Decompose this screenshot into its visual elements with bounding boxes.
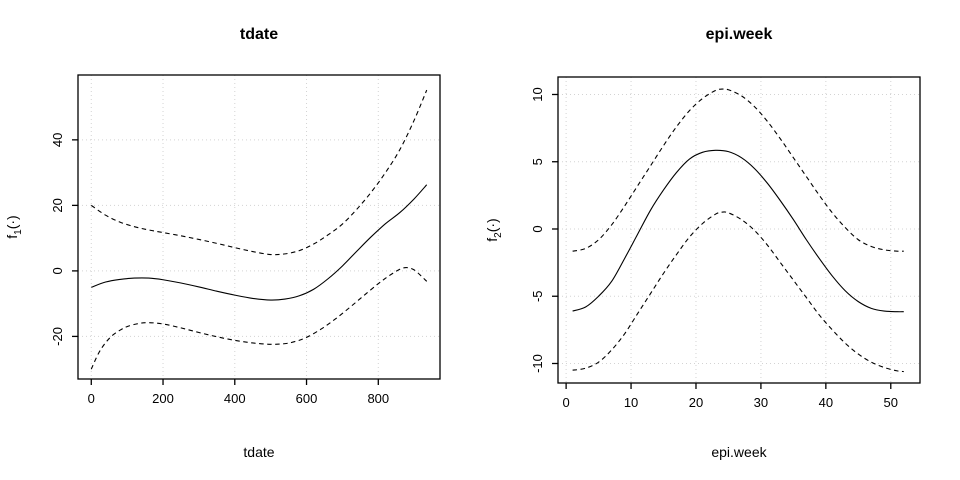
y-tick-label: -5 [530, 290, 545, 302]
left-plot-ylabel: f1(·) [4, 215, 24, 238]
y-tick-label: -10 [530, 354, 545, 373]
plot-box [77, 74, 441, 380]
x-tick-label: 20 [689, 395, 703, 410]
left-plot-canvas: 0 200 400 600 800 -20 0 20 40 [50, 74, 441, 406]
left-plot-xlabel: tdate [243, 444, 275, 460]
right-plot-xlabel: epi.week [711, 444, 767, 460]
y-tick-label: 5 [530, 158, 545, 165]
ylabel-base: f [484, 237, 501, 242]
y-tick-label: 10 [530, 87, 545, 101]
x-tick-label: 50 [884, 395, 898, 410]
y-tick-label: 20 [50, 198, 65, 212]
curve-fitted-estimate [91, 184, 428, 301]
y-tick-label: 0 [530, 225, 545, 232]
y-tick-label: -20 [50, 327, 65, 346]
x-tick-label: 10 [624, 395, 638, 410]
right-plot-title: epi.week [705, 26, 773, 43]
curve-fitted-estimate [572, 149, 904, 313]
ylabel-subscript: 2 [492, 232, 504, 238]
right-plot-canvas: 0 10 20 30 40 50 -10 -5 0 5 10 [530, 76, 921, 410]
left-plot-title: tdate [239, 26, 279, 43]
y-tick-label: 0 [50, 267, 65, 274]
right-plot-ylabel: f2(·) [484, 218, 504, 241]
curve-lower-confidence-band [572, 211, 904, 373]
ylabel-args: (·) [484, 218, 501, 233]
left-panel: tdate 0 200 400 600 800 -20 0 20 40 tdate f1(·) [4, 26, 441, 460]
ylabel-args: (·) [4, 215, 21, 230]
right-panel: epi.week 0 10 20 30 40 50 -10 -5 0 5 10 epi.week f… [480, 0, 960, 480]
plot-box [557, 76, 921, 384]
ylabel-base: f [4, 234, 21, 239]
x-tick-label: 40 [819, 395, 833, 410]
x-tick-label: 0 [562, 395, 569, 410]
x-tick-label: 600 [296, 391, 318, 406]
x-tick-label: 400 [224, 391, 246, 406]
y-tick-label: 40 [50, 133, 65, 147]
x-tick-label: 30 [754, 395, 768, 410]
x-tick-label: 200 [152, 391, 174, 406]
x-tick-label: 800 [367, 391, 389, 406]
ylabel-subscript: 1 [12, 229, 24, 235]
curve-upper-confidence-band [90, 89, 428, 256]
curve-upper-confidence-band [572, 88, 904, 252]
x-tick-label: 0 [88, 391, 95, 406]
curve-lower-confidence-band [90, 267, 428, 370]
